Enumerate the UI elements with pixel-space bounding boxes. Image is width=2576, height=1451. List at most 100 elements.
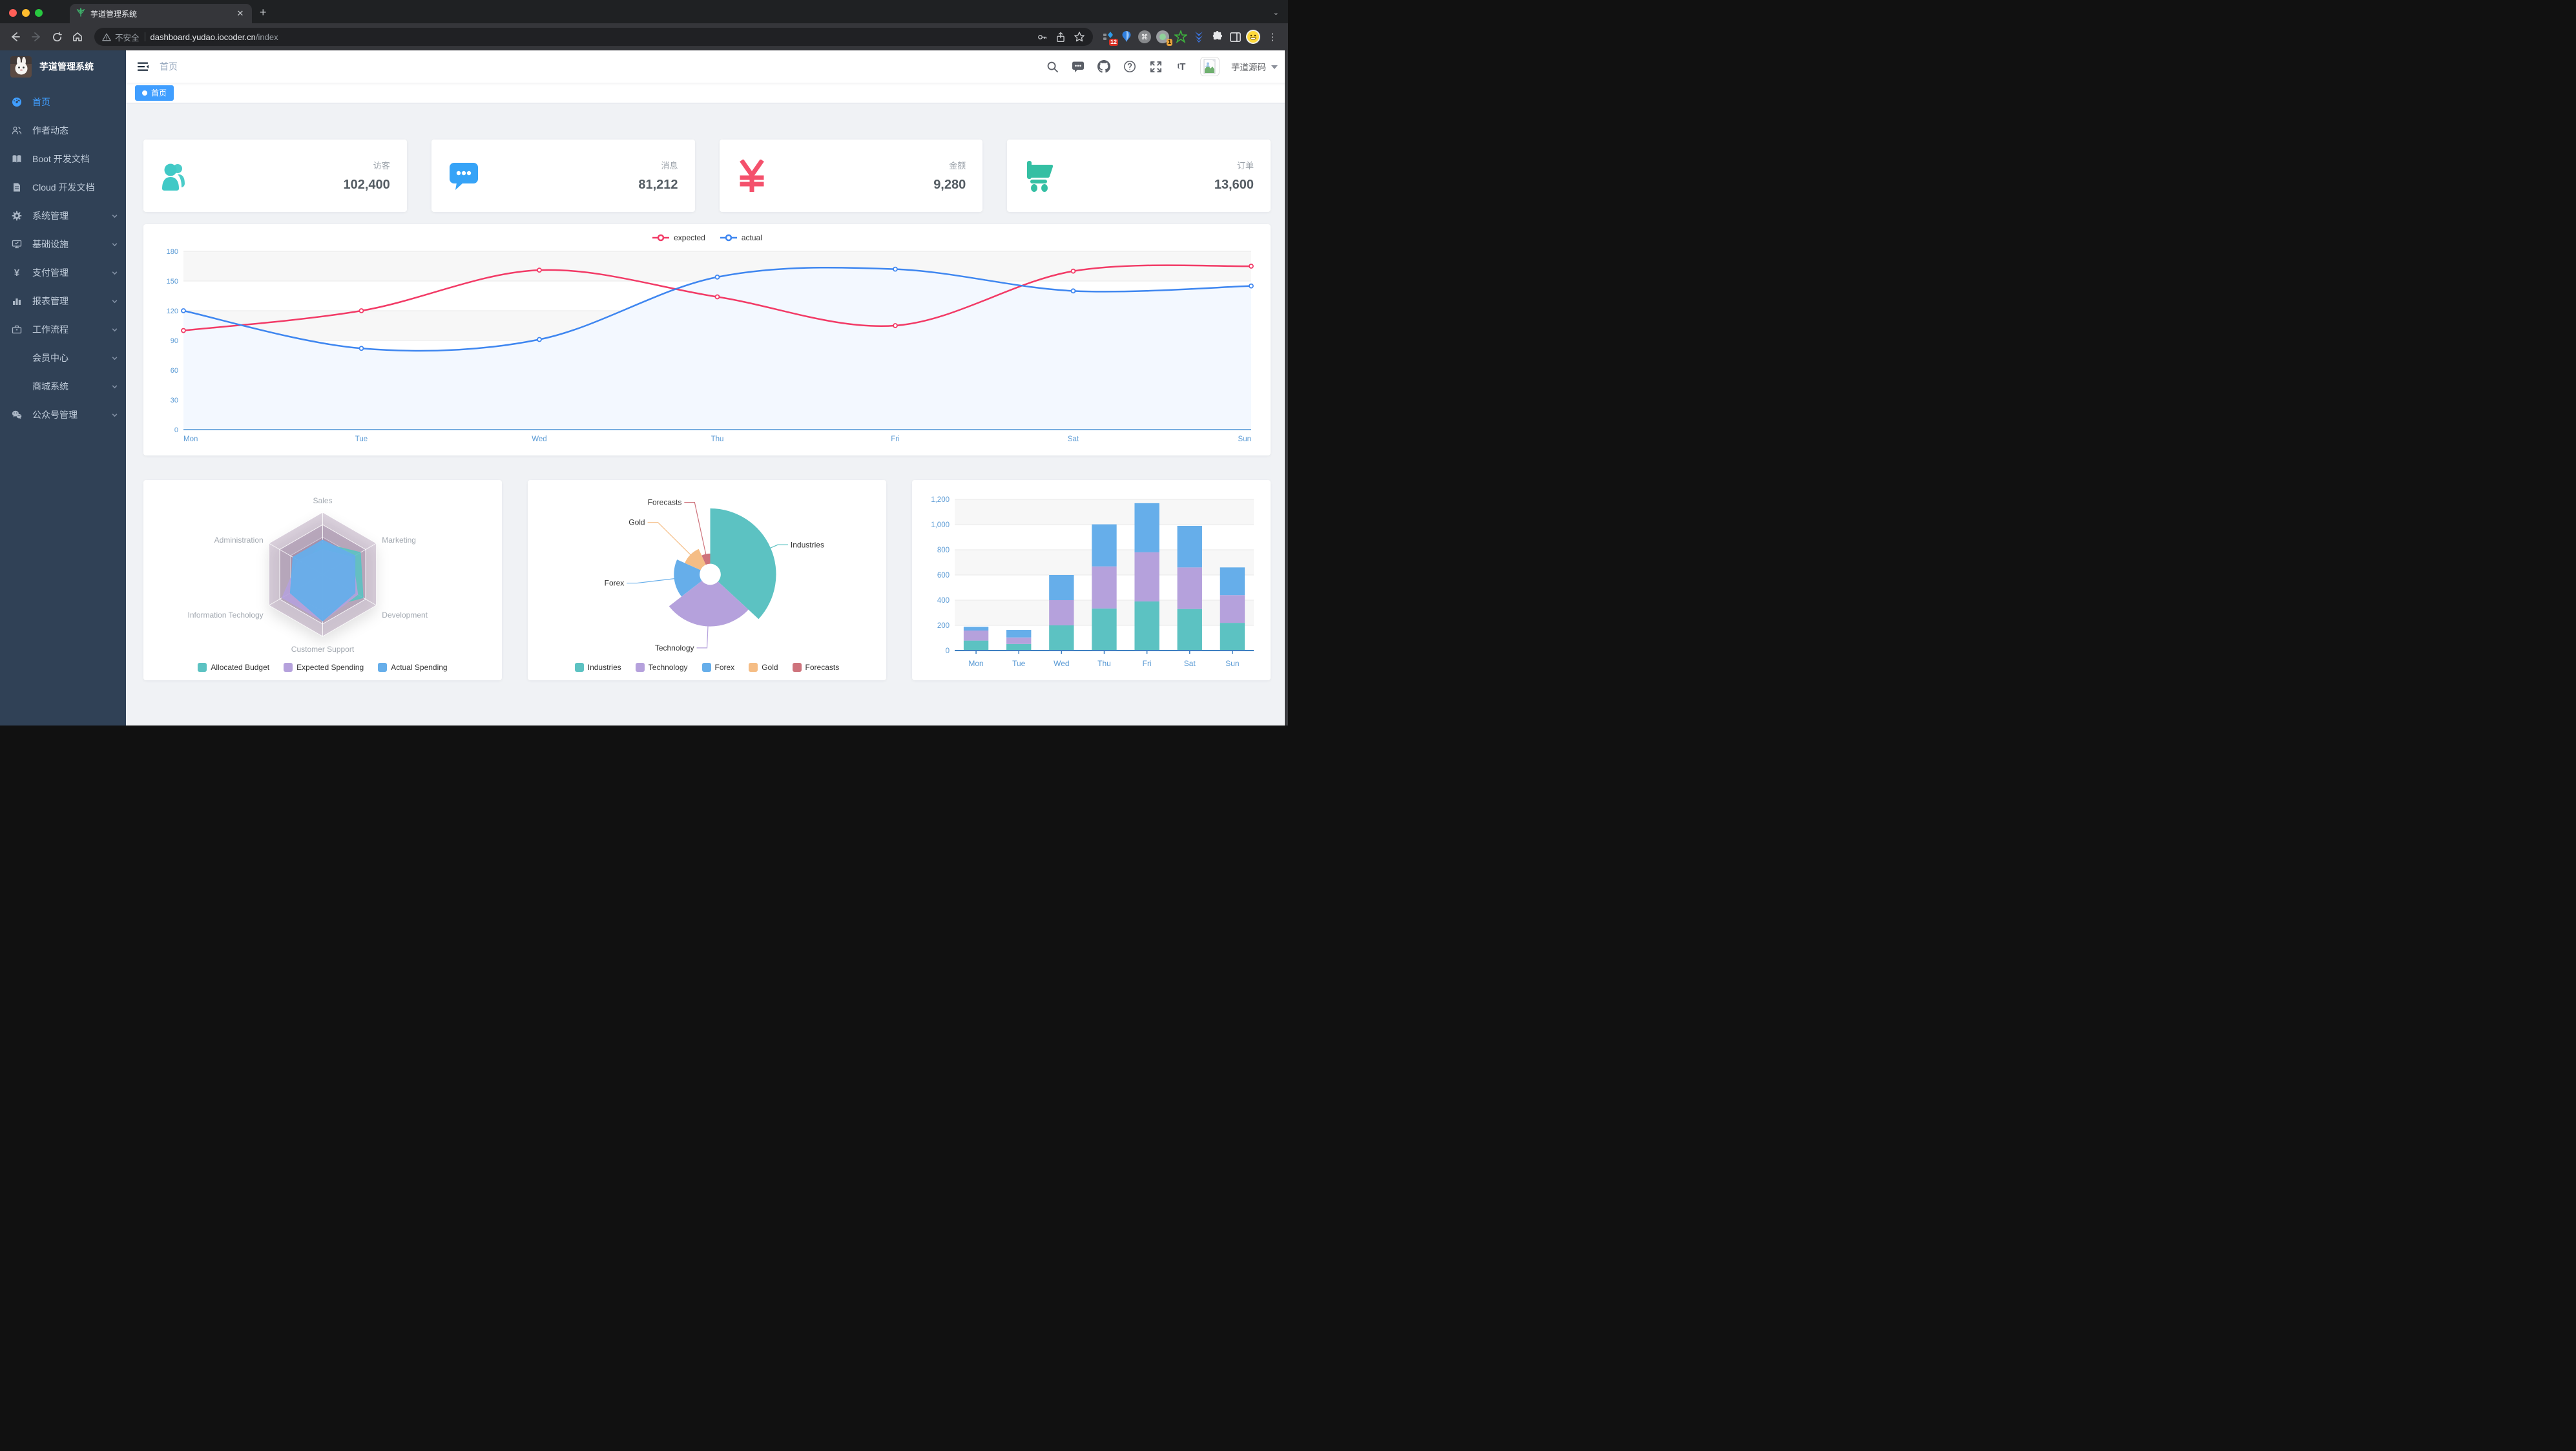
- bar-chart-card: 0 200 400 600 800 1,000 1,200 Mon Tue Wed Thu Fri Sa…: [912, 480, 1271, 680]
- window-controls: [0, 9, 52, 23]
- yen-icon: ¥: [14, 267, 20, 278]
- caret-down-icon: [1271, 65, 1278, 69]
- legend-item[interactable]: Actual Spending: [378, 663, 448, 672]
- bookmark-star-icon[interactable]: [1074, 31, 1085, 43]
- sidebar-item-label: 报表管理: [32, 296, 68, 306]
- legend-item[interactable]: Allocated Budget: [198, 663, 269, 672]
- tab-search-chevron-icon[interactable]: ⌄: [1272, 9, 1279, 17]
- extensions-puzzle-icon[interactable]: [1209, 29, 1225, 45]
- sidebar-item-cloud-docs[interactable]: Cloud 开发文档: [0, 173, 126, 202]
- fullscreen-icon[interactable]: [1148, 59, 1163, 74]
- sidebar-item-workflow[interactable]: 工作流程: [0, 315, 126, 344]
- stat-card-money[interactable]: 金额 9,280: [719, 140, 983, 212]
- svg-text:Information Techology: Information Techology: [188, 611, 264, 620]
- sidebar-item-infrastructure[interactable]: 基础设施: [0, 230, 126, 258]
- legend-item[interactable]: expected: [652, 233, 705, 242]
- extension-badge: 1: [1166, 39, 1172, 46]
- site-security[interactable]: 不安全: [102, 31, 140, 43]
- stat-card-messages[interactable]: 消息 81,212: [431, 140, 695, 212]
- sidebar-toggle-hamburger-icon[interactable]: [136, 60, 149, 73]
- legend-item[interactable]: Expected Spending: [284, 663, 364, 672]
- reload-button[interactable]: [48, 28, 66, 46]
- share-icon[interactable]: [1055, 32, 1066, 43]
- browser-scrollbar[interactable]: [1285, 50, 1288, 725]
- sidebar-item-label: 支付管理: [32, 267, 68, 278]
- legend-item[interactable]: Forecasts: [792, 663, 839, 672]
- legend-item[interactable]: Technology: [635, 663, 688, 672]
- sidebar-item-author-news[interactable]: 作者动态: [0, 116, 126, 145]
- chevron-down-icon: [111, 326, 118, 333]
- stat-card-visitors[interactable]: 访客 102,400: [143, 140, 407, 212]
- svg-text:⌘: ⌘: [1141, 34, 1148, 41]
- sidebar-item-label: 会员中心: [32, 353, 68, 363]
- sidebar-item-system[interactable]: 系统管理: [0, 202, 126, 230]
- sidebar-item-label: 系统管理: [32, 211, 68, 221]
- sidebar-item-reports[interactable]: 报表管理: [0, 287, 126, 315]
- sidebar-item-home[interactable]: 首页: [0, 88, 126, 116]
- extension-balloon-icon[interactable]: [1119, 29, 1134, 45]
- sidebar-item-boot-docs[interactable]: Boot 开发文档: [0, 145, 126, 173]
- legend-item[interactable]: actual: [720, 233, 762, 242]
- radar-chart-card: Sales Administration Information Techology…: [143, 480, 502, 680]
- url-text[interactable]: dashboard.yudao.iocoder.cn/index: [150, 32, 278, 42]
- back-button[interactable]: [6, 28, 25, 46]
- close-window-button[interactable]: [9, 9, 17, 17]
- sidebar-item-wechat-official[interactable]: 公众号管理: [0, 401, 126, 429]
- extension-chevrons-icon[interactable]: [1191, 29, 1207, 45]
- legend-item[interactable]: Gold: [749, 663, 778, 672]
- svg-text:Forex: Forex: [605, 579, 625, 588]
- svg-text:Thu: Thu: [711, 435, 724, 443]
- user-menu[interactable]: 芋道源码: [1231, 60, 1278, 73]
- svg-text:Sat: Sat: [1068, 435, 1079, 443]
- svg-text:Sat: Sat: [1184, 659, 1196, 668]
- tag-home[interactable]: 首页: [135, 85, 174, 101]
- breadcrumb[interactable]: 首页: [160, 61, 178, 72]
- profile-avatar-emoji[interactable]: [1245, 29, 1261, 45]
- extension-recorder-icon[interactable]: 1: [1155, 29, 1172, 46]
- chart-legend: Industries Technology Forex Gold Forecasts: [537, 660, 877, 674]
- extension-green-star-icon[interactable]: [1173, 29, 1189, 45]
- sidebar-item-payment[interactable]: ¥ 支付管理: [0, 258, 126, 287]
- sidebar: 芋道管理系统 首页 作者动态 Boot 开发文档 Cloud 开发文档: [0, 50, 126, 725]
- panel-group: 访客 102,400 消息 81,212: [143, 140, 1271, 212]
- user-avatar[interactable]: [1200, 57, 1220, 76]
- app-logo[interactable]: 芋道管理系统: [0, 50, 126, 83]
- forward-button[interactable]: [27, 28, 45, 46]
- github-icon[interactable]: [1097, 59, 1111, 74]
- radar-chart: Sales Administration Information Techology…: [152, 489, 493, 672]
- legend-chip: [574, 663, 584, 672]
- address-bar[interactable]: 不安全 dashboard.yudao.iocoder.cn/index: [94, 28, 1093, 46]
- legend-item[interactable]: Forex: [701, 663, 734, 672]
- browser-tab[interactable]: 芋道管理系统 ✕: [70, 4, 252, 23]
- extension-command-icon[interactable]: ⌘: [1137, 29, 1152, 45]
- sidebar-item-mall-system[interactable]: 商城系统: [0, 372, 126, 401]
- sidebar-item-label: Cloud 开发文档: [32, 182, 95, 193]
- stat-value: 9,280: [933, 178, 966, 192]
- shopping-cart-icon: [1021, 160, 1057, 192]
- tab-close-icon[interactable]: ✕: [236, 8, 244, 18]
- svg-text:600: 600: [937, 572, 950, 579]
- svg-text:30: 30: [171, 397, 178, 404]
- gear-icon: [12, 211, 22, 221]
- home-button[interactable]: [68, 28, 87, 46]
- minimize-window-button[interactable]: [22, 9, 30, 17]
- message-icon[interactable]: [1071, 59, 1085, 74]
- svg-text:Thu: Thu: [1097, 659, 1111, 668]
- sidebar-item-member-center[interactable]: 会员中心: [0, 344, 126, 372]
- svg-text:Wed: Wed: [532, 435, 546, 443]
- help-question-icon[interactable]: [1123, 59, 1137, 74]
- new-tab-button[interactable]: +: [260, 6, 267, 19]
- extension-password-icon[interactable]: 12: [1101, 29, 1118, 46]
- password-key-icon[interactable]: [1037, 32, 1048, 43]
- search-icon[interactable]: [1045, 59, 1059, 74]
- radar-chart-canvas: Sales Administration Information Techology…: [188, 496, 428, 654]
- stat-card-orders[interactable]: 订单 13,600: [1007, 140, 1271, 212]
- side-panel-icon[interactable]: [1227, 29, 1243, 45]
- svg-text:Technology: Technology: [655, 643, 694, 652]
- maximize-window-button[interactable]: [35, 9, 43, 17]
- legend-item[interactable]: Industries: [574, 663, 621, 672]
- sidebar-item-label: 商城系统: [32, 381, 68, 391]
- browser-menu-kebab-icon[interactable]: ⋮: [1267, 32, 1278, 43]
